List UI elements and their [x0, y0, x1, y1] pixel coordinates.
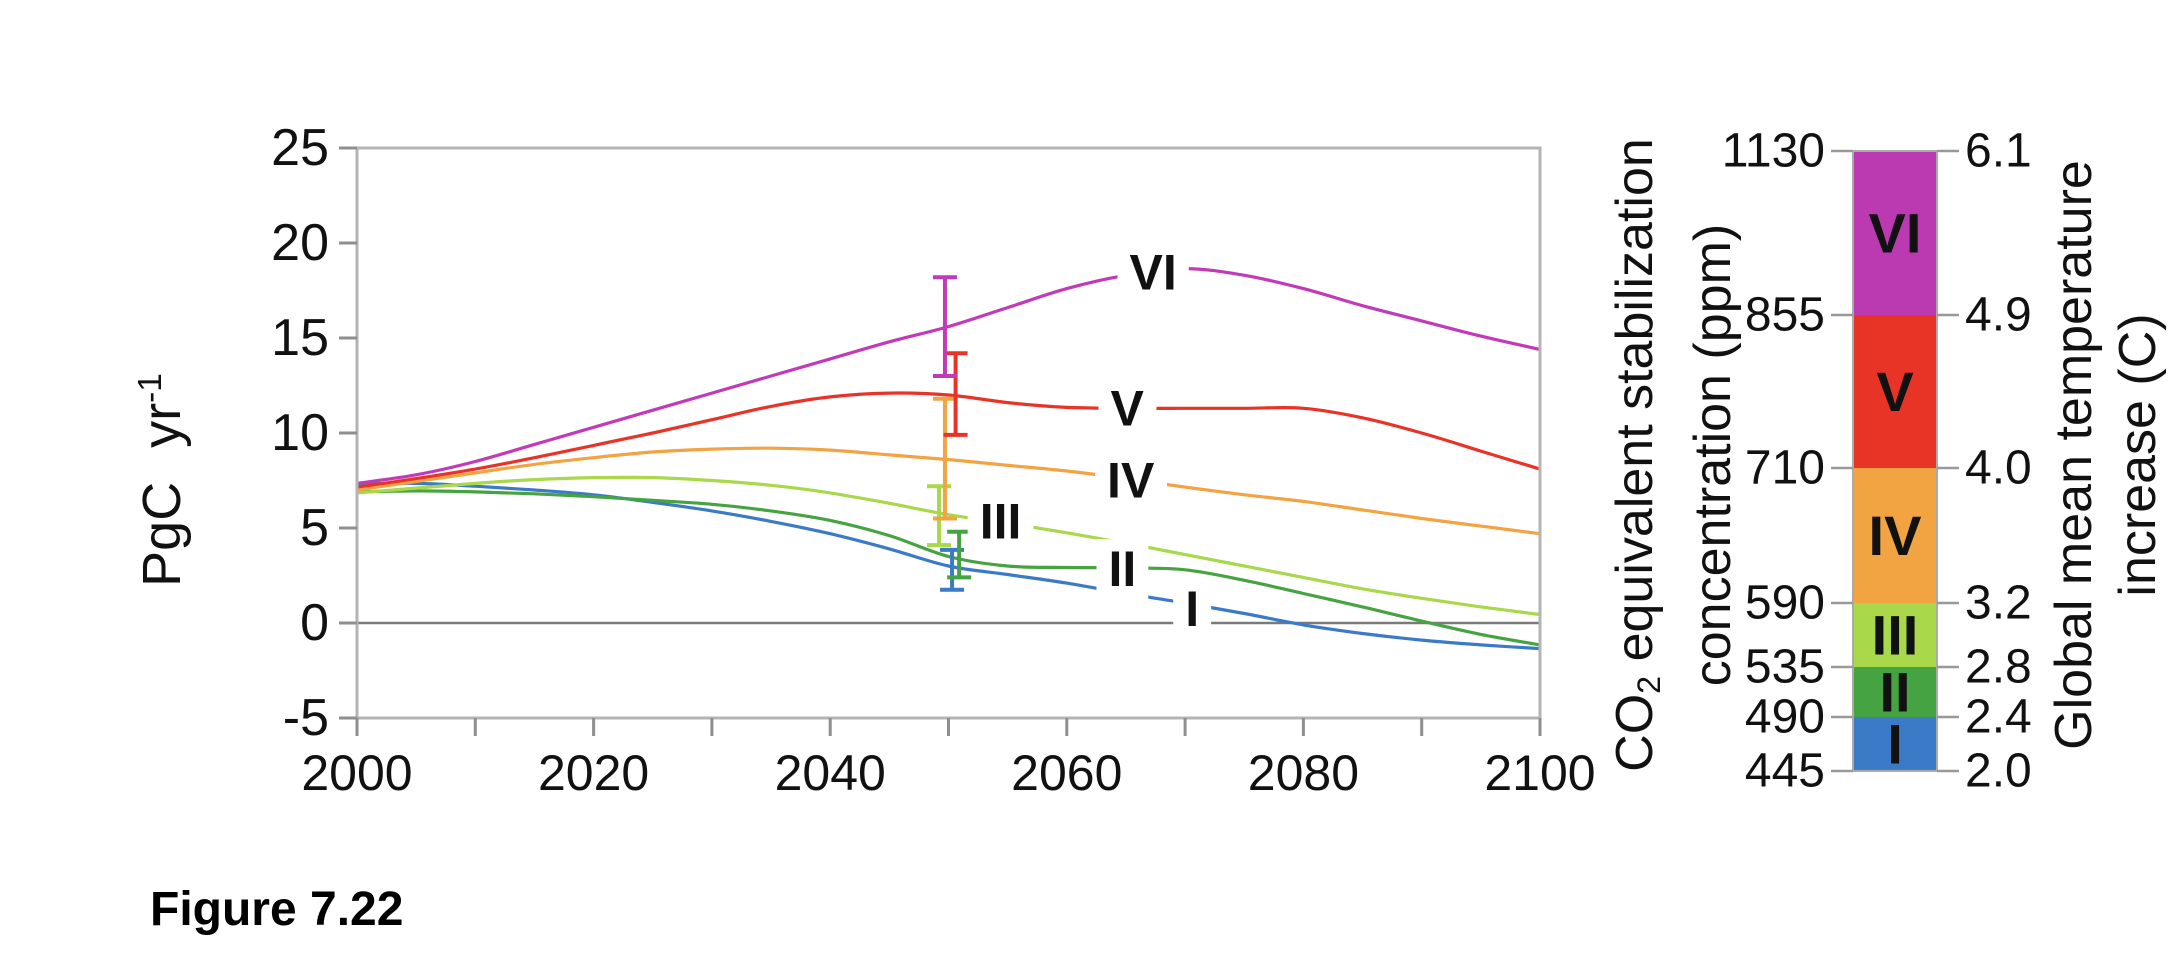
colorbar-ppm-label-490: 490: [1745, 691, 1825, 744]
colorbar-segment-VI: [1853, 151, 1937, 315]
colorbar-segment-IV: [1853, 468, 1937, 603]
series-label-IV: IV: [1107, 453, 1155, 509]
y-tick-label-10: 10: [271, 404, 329, 462]
error-bar-V: [943, 351, 968, 437]
series-line-V: [357, 391, 1540, 489]
colorbar-ppm-label-855: 855: [1745, 289, 1825, 342]
series-label-bg-V: [1098, 378, 1157, 439]
series-label-VI: VI: [1130, 244, 1177, 300]
y-axis-label-text: PgC yr-1: [132, 373, 192, 587]
colorbar-segment-II: [1853, 667, 1937, 717]
series-label-I: I: [1185, 581, 1199, 637]
error-bar-VI: [932, 275, 957, 378]
error-bar-IV: [932, 396, 957, 521]
colorbar-temp-label-2.0: 2.0: [1965, 745, 2032, 798]
colorbar-ppm-label-1130: 1130: [1722, 125, 1825, 178]
error-bar-III: [927, 484, 952, 548]
colorbar-ppm-label-445: 445: [1745, 745, 1825, 798]
colorbar-left-title-line2: concentration (ppm): [1684, 223, 1743, 687]
series-line-II: [357, 489, 1540, 647]
colorbar-segment-I: [1853, 717, 1937, 771]
x-tick-label-2100: 2100: [1484, 745, 1595, 801]
series-label-bg-II: [1096, 539, 1149, 600]
colorbar-numeral-III: III: [1872, 604, 1919, 667]
colorbar-temp-label-3.2: 3.2: [1965, 577, 2032, 630]
colorbar-segment-III: [1853, 603, 1937, 667]
x-tick-label-2000: 2000: [301, 745, 412, 801]
figure-caption: Figure 7.22: [150, 883, 404, 936]
colorbar-segment-V: [1853, 315, 1937, 468]
colorbar-left-title-line1: CO2 equivalent stabilization: [1605, 138, 1668, 772]
y-tick-label-5: 5: [300, 499, 329, 557]
x-tick-label-2020: 2020: [538, 745, 649, 801]
series-label-bg-III: [967, 491, 1034, 552]
series-label-II: II: [1109, 541, 1137, 597]
colorbar-temp-label-6.1: 6.1: [1965, 125, 2032, 178]
series-line-III: [357, 475, 1540, 617]
series-line-I: [357, 481, 1540, 651]
series-label-bg-VI: [1117, 242, 1189, 303]
y-axis-label: PgC yr-1: [122, 130, 202, 830]
x-tick-label-2040: 2040: [775, 745, 886, 801]
colorbar-numeral-VI: VI: [1869, 202, 1922, 265]
series-group: [357, 267, 1540, 651]
y-tick-label-20: 20: [271, 214, 329, 272]
series-label-V: V: [1110, 380, 1144, 436]
colorbar-numeral-I: I: [1887, 713, 1903, 776]
colorbar-numeral-IV: IV: [1869, 504, 1922, 567]
colorbar-right-title-line2: increase (C): [2109, 313, 2167, 597]
error-bar-II: [947, 529, 972, 580]
colorbar-ppm-label-710: 710: [1745, 442, 1825, 495]
y-tick-label-15: 15: [271, 309, 329, 367]
y-tick-label--5: -5: [283, 689, 329, 747]
colorbar-temp-label-4.9: 4.9: [1965, 289, 2032, 342]
y-tick-label-0: 0: [300, 594, 329, 652]
x-tick-label-2080: 2080: [1248, 745, 1359, 801]
series-line-IV: [357, 446, 1540, 536]
colorbar-ppm-label-590: 590: [1745, 577, 1825, 630]
colorbar-left-title: CO2 equivalent stabilization concentrati…: [1606, 75, 1742, 835]
colorbar-numeral-II: II: [1879, 661, 1910, 724]
colorbar-temp-label-2.8: 2.8: [1965, 641, 2032, 694]
colorbar-right-title-line1: Global mean temperature: [2045, 160, 2103, 750]
y-axis-label-superscript: -1: [132, 373, 169, 403]
colorbar-numeral-V: V: [1876, 360, 1913, 423]
colorbar-ppm-label-535: 535: [1745, 641, 1825, 694]
colorbar-right-title: Global mean temperature increase (C): [2041, 105, 2171, 805]
colorbar-outline: [1852, 150, 1938, 772]
x-tick-label-2060: 2060: [1011, 745, 1122, 801]
series-label-bg-I: [1173, 578, 1212, 639]
series-label-III: III: [980, 493, 1022, 549]
series-label-bg-IV: [1095, 450, 1167, 511]
colorbar-temp-label-2.4: 2.4: [1965, 691, 2032, 744]
co2-subscript: 2: [1631, 675, 1668, 694]
colorbar-temp-label-4.0: 4.0: [1965, 442, 2032, 495]
series-line-VI: [357, 267, 1540, 485]
y-tick-label-25: 25: [271, 119, 329, 177]
